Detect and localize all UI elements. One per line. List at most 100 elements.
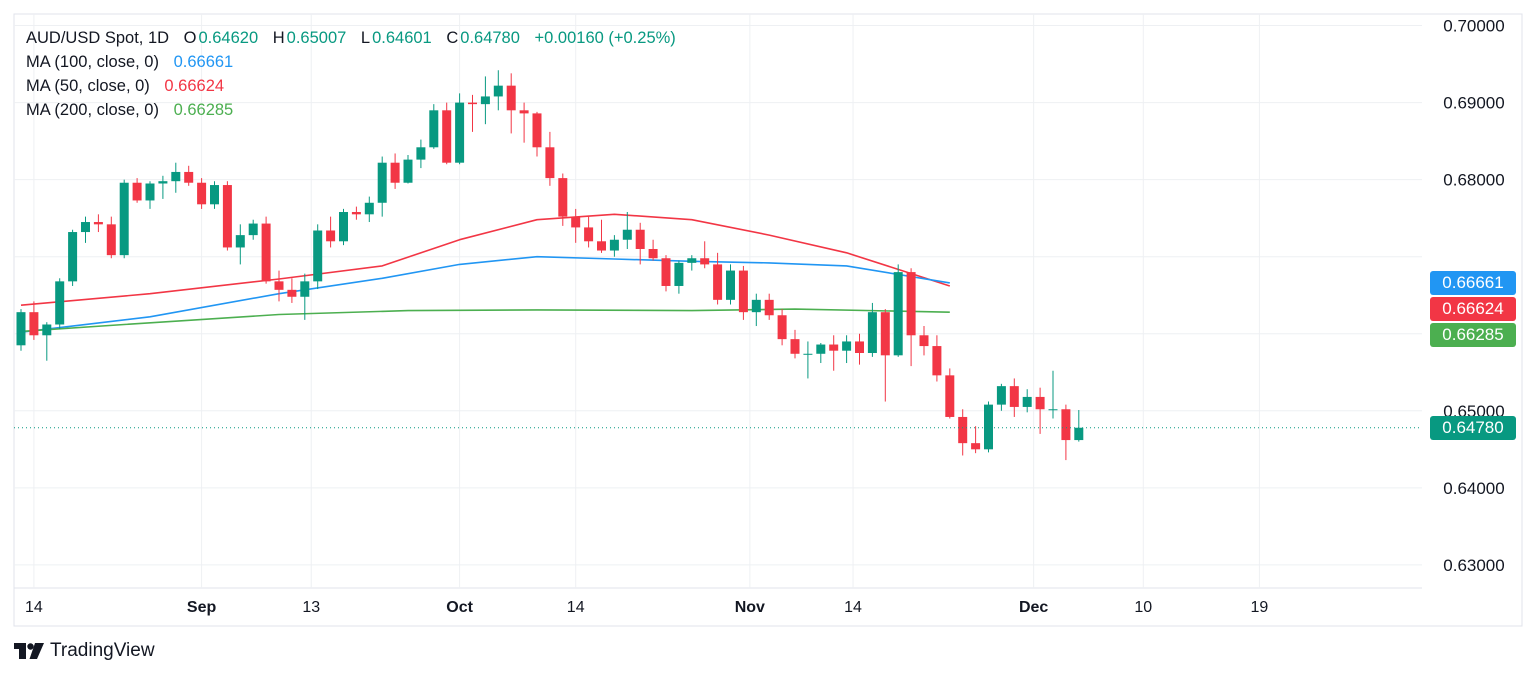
candle-body [145,183,155,201]
chart-legend: AUD/USD Spot, 1D O 0.64620 H 0.65007 L 0.64… [26,26,676,122]
candle [377,156,387,217]
candle [532,111,542,157]
ma200-label: MA (200, close, 0) [26,101,159,119]
candlestick-series [16,70,1084,461]
low-value: 0.64601 [372,29,432,47]
candle [687,255,697,271]
candle-body [81,222,90,233]
candle [1048,370,1058,419]
candle-body [597,241,606,251]
candle-body [700,258,710,265]
candle [313,224,323,290]
candle-body [364,202,374,215]
candle [326,216,336,248]
ma50-legend-row[interactable]: MA (50, close, 0) 0.66624 [26,74,676,98]
tradingview-branding[interactable]: TradingView [14,640,155,662]
candle [738,265,748,320]
candle [764,293,774,320]
candle-body [210,185,219,205]
candle-body [713,264,723,300]
candle [919,326,929,356]
ma-50-line [20,213,951,306]
candle [558,173,568,226]
candle [1009,378,1019,417]
candle-body [1061,409,1071,441]
candle [287,278,297,303]
ma100-legend-row[interactable]: MA (100, close, 0) 0.66661 [26,50,676,74]
candle [751,293,761,327]
candle [351,206,361,220]
candle-body [1074,427,1084,441]
candle-body [867,312,877,354]
candle [493,70,503,111]
candle-body [945,375,955,417]
candle-body [455,102,465,163]
candle-body [738,270,748,313]
candle [145,181,155,209]
open-value: 0.64620 [198,29,259,47]
y-tick-label: 0.63000 [1443,556,1504,575]
candle [132,178,142,203]
candle [364,196,374,223]
candle-body [622,229,632,240]
x-tick-label: Dec [1019,599,1048,616]
candle [648,239,658,261]
candle [971,426,981,454]
close-label: C [446,29,459,47]
candle [855,333,864,365]
branding-text: TradingView [50,640,155,661]
x-tick-label: Sep [187,599,217,616]
candle [816,342,826,364]
candle [519,102,529,143]
candle [958,409,968,456]
x-tick-label: 14 [567,599,585,616]
y-tick-label: 0.68000 [1443,171,1504,190]
candle-body [197,182,207,205]
change-value: +0.00160 (+0.25%) [534,29,676,47]
symbol-title[interactable]: AUD/USD Spot, 1D [26,29,170,47]
candle [222,181,232,251]
candle [403,154,413,184]
candle-body [880,312,890,356]
candle-body [971,443,981,450]
candle [119,179,129,259]
candle-body [790,339,800,354]
ma200-value: 0.66285 [173,101,234,119]
candle-body [893,272,903,356]
candle-body [390,162,400,183]
candle [867,302,877,357]
candle-body [442,110,452,163]
x-tick-label: Nov [735,599,765,616]
candle [803,341,813,379]
candle [609,235,619,257]
candle [81,216,90,243]
candle-body [68,232,78,282]
candle-body [764,299,774,316]
candle [29,301,39,340]
ma100-price-label: 0.66661 [1430,270,1516,295]
candle-body [1035,396,1045,410]
candle [880,309,890,402]
candle-body [429,110,439,148]
candle [829,335,839,371]
candle [700,241,710,269]
candle-body [687,258,697,263]
candle-body [55,281,65,325]
candle [390,153,400,189]
candle [210,181,219,209]
candle [597,219,606,253]
ma50-value: 0.66624 [164,77,225,95]
candle-body [906,272,916,336]
candle-body [648,248,658,259]
candle-body [1048,409,1058,411]
candle-body [609,239,619,251]
candle [1022,389,1032,413]
candle-body [351,212,361,215]
ma200-legend-row[interactable]: MA (200, close, 0) 0.66285 [26,98,676,122]
ma100-label: MA (100, close, 0) [26,53,159,71]
candle [932,335,942,382]
candle [984,401,993,453]
candle [1061,404,1071,461]
candle [571,208,581,243]
candle-body [932,346,942,376]
